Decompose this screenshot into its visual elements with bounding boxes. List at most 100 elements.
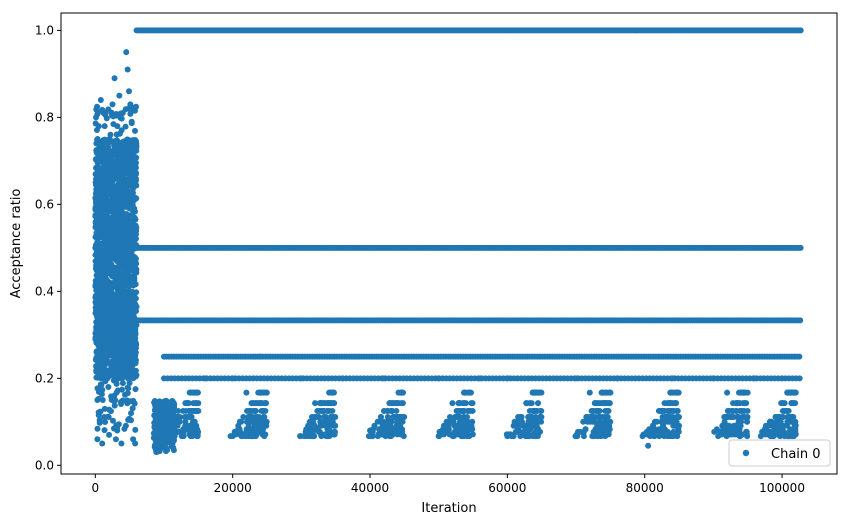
data-point [150,430,157,437]
data-point [109,207,116,214]
data-point [98,244,105,251]
data-point [505,431,512,438]
data-point [126,380,133,387]
data-point [103,201,110,208]
data-point [262,400,269,407]
data-point [440,431,447,438]
data-point [118,386,125,393]
data-point [260,418,267,425]
data-point [120,336,127,343]
data-point [106,302,113,309]
data-point [122,422,129,429]
data-point [94,135,101,142]
data-point [130,293,137,300]
data-point [188,414,195,421]
data-point [109,323,116,330]
data-point [127,110,134,117]
data-point [113,356,120,363]
data-point [170,447,177,454]
data-point [797,317,804,324]
data-point [120,284,127,291]
data-point [129,138,136,145]
data-point [125,225,132,232]
data-point [97,408,104,415]
data-point [127,305,134,312]
data-point [98,314,105,321]
data-point [108,293,115,300]
data-point [182,422,189,429]
data-point [108,286,115,293]
data-point [646,426,653,433]
data-point [186,407,193,414]
data-point [369,433,376,440]
data-point [120,247,127,254]
data-point [193,389,200,396]
data-point [260,414,267,421]
data-point [243,426,250,433]
data-point [118,353,125,360]
data-point [116,224,123,231]
data-point [308,414,315,421]
data-point [467,407,474,414]
data-point [120,199,127,206]
data-point [130,179,137,186]
data-point [607,389,614,396]
data-point [538,418,545,425]
data-point [330,389,337,396]
data-point [584,418,591,425]
data-point [517,418,524,425]
data-point [514,428,521,435]
data-point [538,414,545,421]
data-point [597,414,604,421]
data-point [167,439,174,446]
data-point [180,407,187,414]
data-point [127,363,134,370]
data-point [532,428,539,435]
data-point [313,414,320,421]
data-point [464,389,471,396]
data-point [658,426,665,433]
data-point [101,356,108,363]
data-point [602,389,609,396]
data-point [118,115,125,122]
data-point [101,427,108,434]
data-point [376,426,383,433]
data-point [94,425,101,432]
data-point [103,334,110,341]
data-point [260,389,267,396]
data-point [297,433,304,440]
data-point [377,414,384,421]
data-point [469,400,476,407]
data-point [101,136,108,143]
data-point [98,200,105,207]
data-point [99,166,106,173]
data-point [591,400,598,407]
data-point [114,204,121,211]
data-point [103,316,110,323]
data-point [116,169,123,176]
data-point [596,407,603,414]
data-point [260,407,267,414]
data-point [124,211,131,218]
data-point [92,213,99,220]
data-point [254,414,261,421]
data-point [130,257,137,264]
data-point [194,428,201,435]
data-point [723,422,730,429]
data-point [529,407,536,414]
data-point [606,400,613,407]
data-point [99,159,106,166]
data-point [95,274,102,281]
data-point [118,152,125,159]
data-point [98,329,105,336]
data-point [119,173,126,180]
data-point [456,414,463,421]
data-point [111,281,118,288]
data-point [103,348,110,355]
data-point [127,346,134,353]
data-point [523,400,530,407]
data-point [169,428,176,435]
data-point [96,417,103,424]
data-point [510,433,517,440]
